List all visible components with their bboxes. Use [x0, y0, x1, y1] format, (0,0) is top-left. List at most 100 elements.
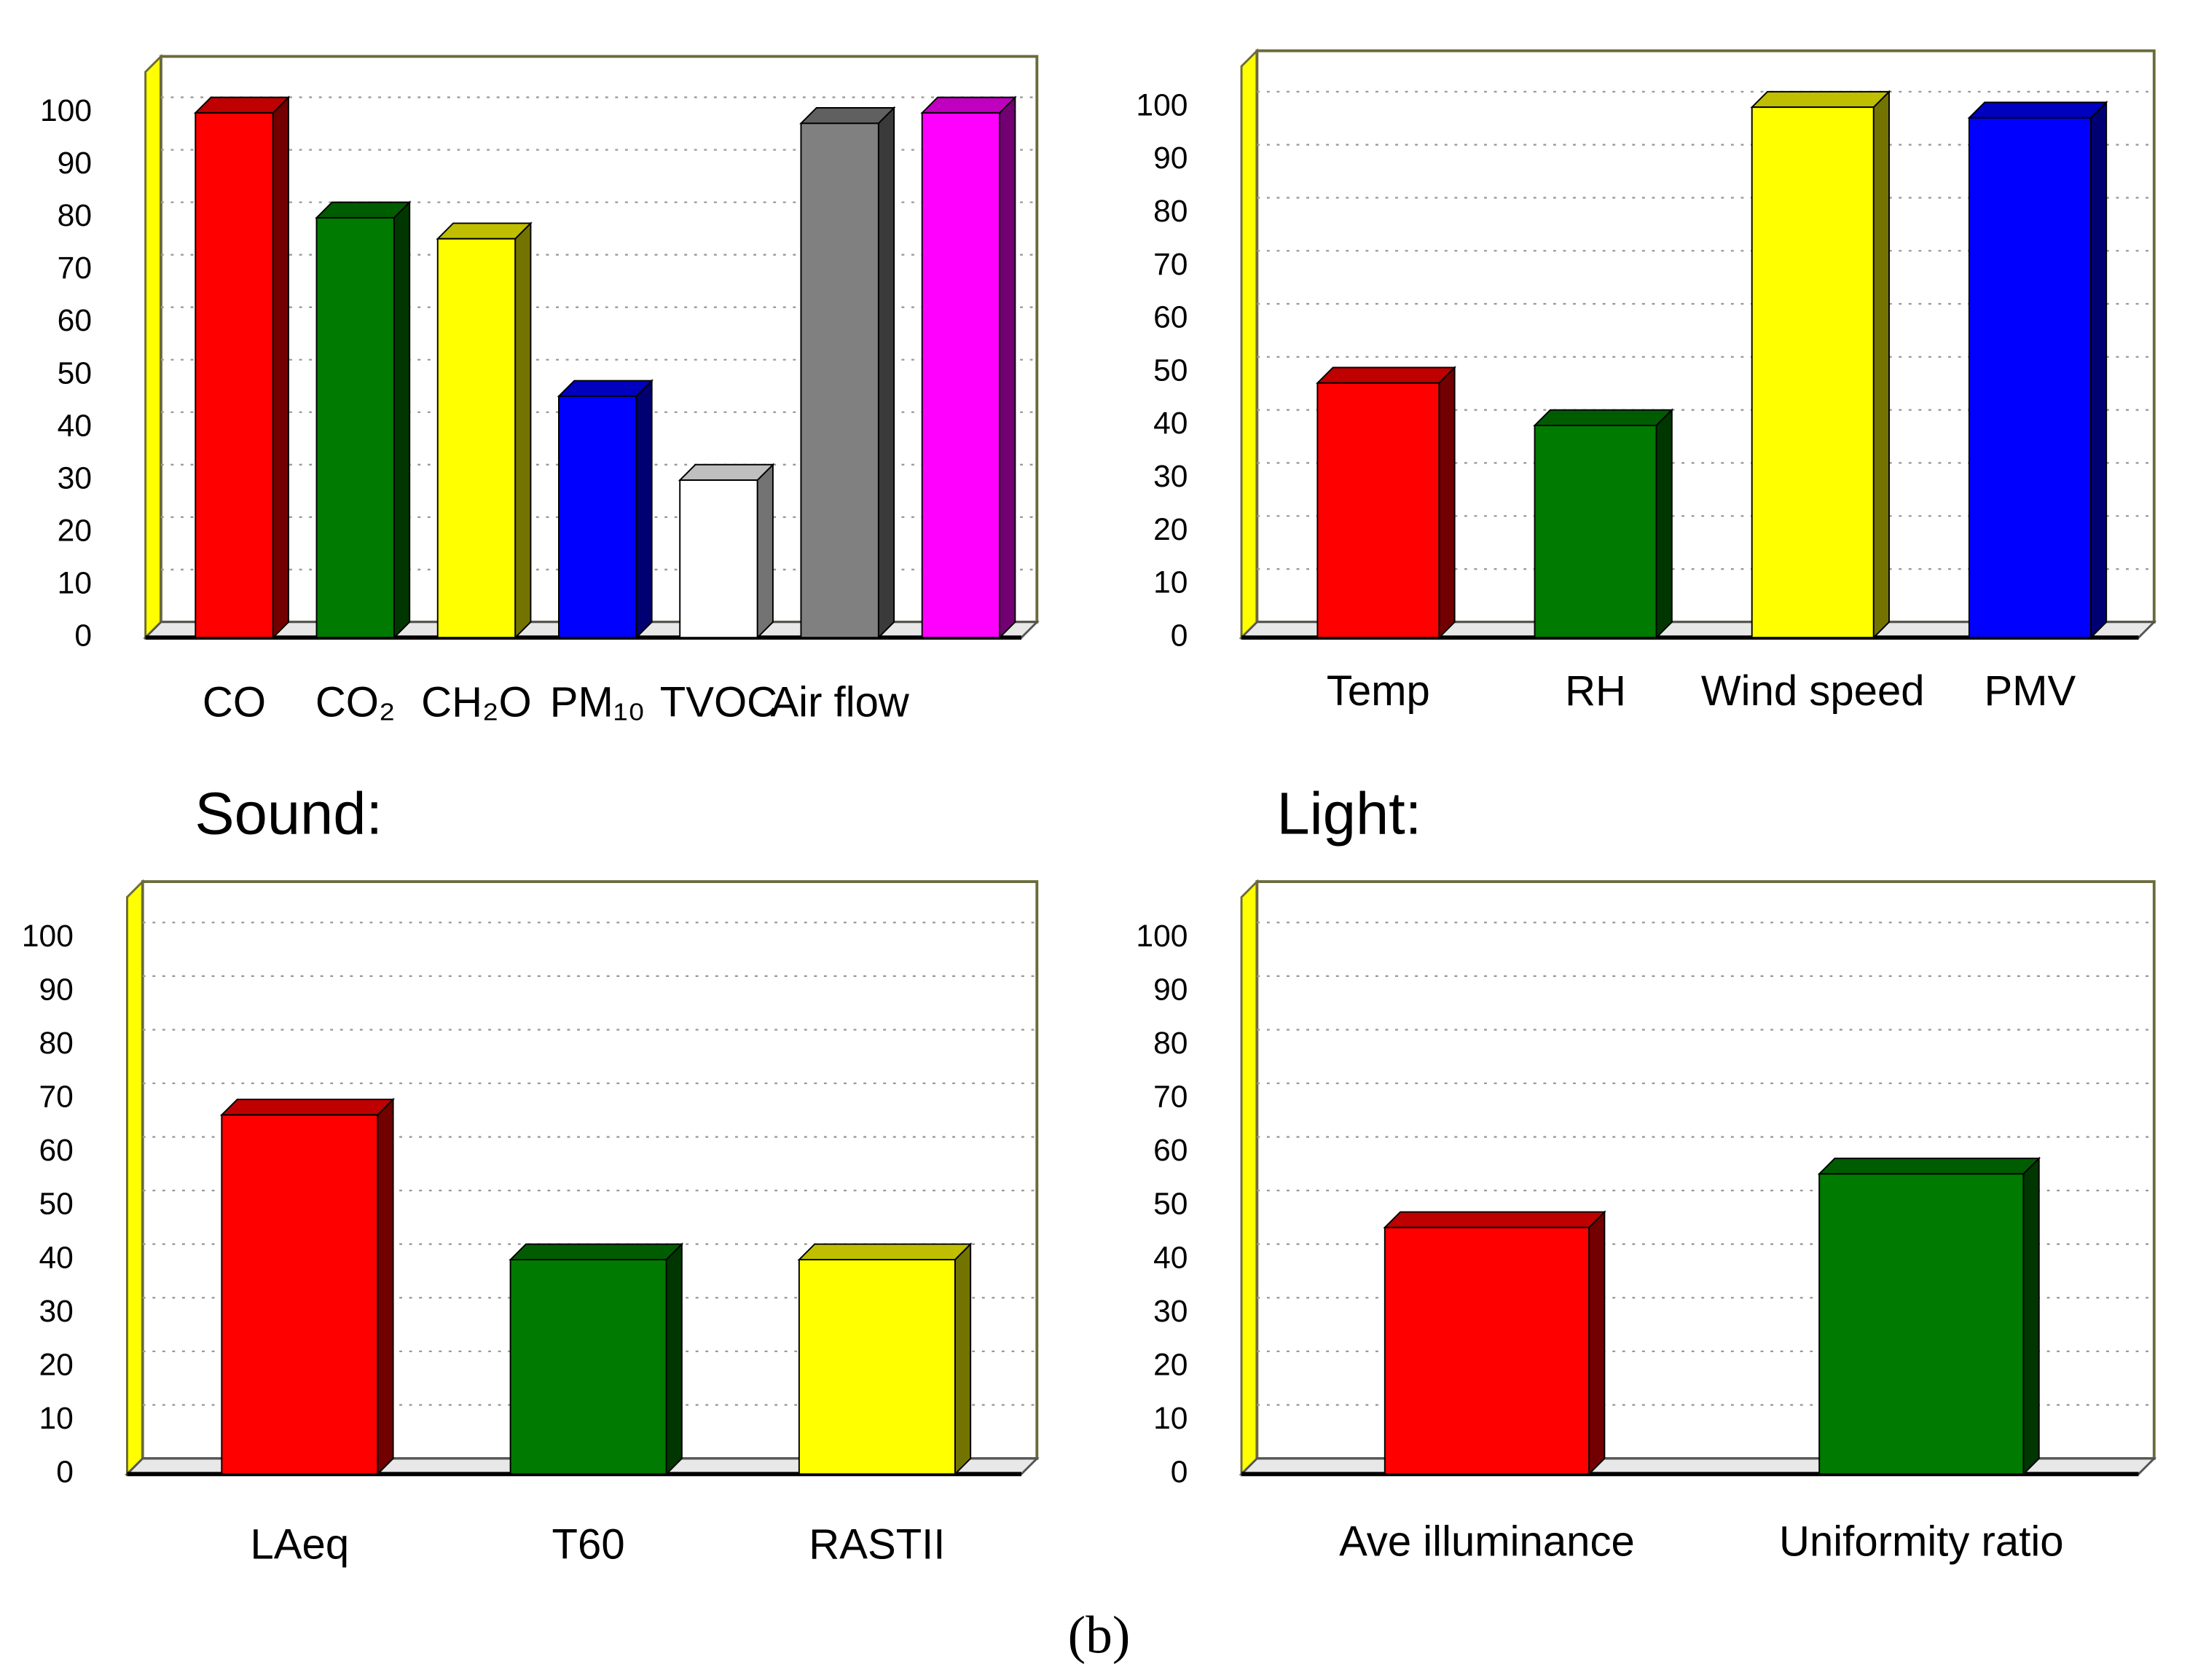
- bar-top: [193, 96, 291, 114]
- y-tick-label: 30: [1153, 459, 1188, 494]
- chart-title: Light:: [1276, 780, 1421, 847]
- bar: [1967, 101, 2108, 640]
- bar-front: [1751, 106, 1875, 639]
- y-tick-label: 50: [1153, 1187, 1188, 1222]
- x-tick-label: TVOC: [660, 678, 777, 726]
- x-tick-label: Uniformity ratio: [1779, 1518, 2064, 1565]
- bar-side: [877, 106, 895, 640]
- y-tick-label: 50: [1153, 353, 1188, 388]
- y-tick-label: 100: [22, 919, 74, 954]
- y-tick-label: 50: [58, 356, 92, 390]
- y-tick-label: 30: [39, 1294, 74, 1329]
- bar-front: [436, 238, 517, 639]
- y-tick-label: 90: [39, 972, 74, 1007]
- bar: [920, 95, 1017, 640]
- bar: [1750, 90, 1891, 640]
- y-tick-label: 0: [1171, 618, 1188, 653]
- bar-side: [272, 95, 289, 640]
- y-tick-label: 80: [1153, 1026, 1188, 1061]
- y-tick-label: 20: [58, 513, 92, 548]
- bar-top: [799, 107, 896, 125]
- y-tick-label: 0: [56, 1455, 74, 1490]
- y-tick-label: 30: [1153, 1294, 1188, 1329]
- bar-top: [1750, 90, 1891, 109]
- y-tick-label: 90: [58, 146, 92, 181]
- bar-side: [514, 221, 532, 640]
- y-tick-label: 20: [1153, 512, 1188, 547]
- y-tick-label: 80: [1153, 194, 1188, 229]
- bar-top: [920, 96, 1017, 114]
- bar-front: [1818, 1173, 2025, 1475]
- x-tick-label: RASTII: [809, 1520, 945, 1568]
- bar-front: [221, 1114, 379, 1475]
- bar: [1533, 408, 1674, 640]
- bar-side: [756, 463, 774, 640]
- bar-side: [1872, 90, 1890, 640]
- bar-top: [797, 1243, 973, 1260]
- bar-side: [1655, 408, 1673, 640]
- bar: [436, 221, 533, 640]
- bar-front: [509, 1259, 667, 1475]
- y-tick-label: 70: [1153, 247, 1188, 282]
- y-tick-label: 70: [39, 1080, 74, 1115]
- bar: [799, 106, 896, 640]
- x-tick-label: PMV: [1984, 667, 2076, 715]
- y-tick-label: 90: [1153, 141, 1188, 176]
- y-tick-label: 0: [74, 618, 92, 653]
- x-tick-label: PM₁₀: [550, 678, 645, 726]
- bar: [1383, 1210, 1606, 1476]
- y-tick-label: 0: [1171, 1455, 1188, 1490]
- y-tick-label: 100: [1136, 87, 1188, 122]
- y-tick-label: 100: [40, 93, 92, 128]
- y-tick-label: 20: [39, 1347, 74, 1382]
- x-tick-label: Wind speed: [1701, 667, 1925, 715]
- bar-front: [315, 216, 395, 639]
- bar-top: [1383, 1211, 1606, 1228]
- y-tick-label: 50: [39, 1187, 74, 1222]
- bar-top: [436, 222, 533, 240]
- x-tick-label: LAeq: [251, 1520, 350, 1568]
- bar-front: [798, 1259, 956, 1475]
- bar: [797, 1242, 973, 1476]
- x-tick-label: RH: [1565, 667, 1626, 715]
- bar-side: [1438, 366, 1456, 640]
- chart-title: Sound:: [195, 780, 382, 847]
- bar: [193, 95, 291, 640]
- bar-side: [999, 95, 1016, 640]
- y-tick-label: 60: [1153, 1133, 1188, 1168]
- bar-front: [1968, 117, 2092, 639]
- bar-side: [393, 200, 411, 640]
- y-tick-label: 60: [39, 1133, 74, 1168]
- y-tick-label: 10: [58, 565, 92, 600]
- x-tick-label: CH₂O: [421, 678, 532, 726]
- bar-side: [665, 1242, 683, 1476]
- bar-side: [2022, 1156, 2040, 1476]
- bar: [315, 200, 412, 640]
- bar-front: [1534, 424, 1657, 639]
- chart: 0 10 20 30 40 50 60 70 80 90 100 Temp RH Wind speed PM…: [1136, 48, 2157, 715]
- bar-top: [1817, 1158, 2041, 1175]
- y-tick-label: 20: [1153, 1347, 1188, 1382]
- bar: [1316, 366, 1456, 640]
- x-tick-label: CO₂: [315, 678, 396, 726]
- bar-side: [2089, 101, 2108, 640]
- y-tick-label: 70: [58, 251, 92, 286]
- bar: [219, 1097, 395, 1476]
- x-tick-label: Air flow: [770, 678, 909, 726]
- chart: 0 10 20 30 40 50 60 70 80 90 100 CO CO₂ CH₂O PM₁₀ TVOCA…: [40, 53, 1040, 726]
- caption: (b): [1068, 1605, 1131, 1665]
- x-tick-label: Temp: [1327, 667, 1430, 715]
- bar-side: [1588, 1210, 1606, 1476]
- bar-top: [1967, 101, 2108, 119]
- bar-top: [1533, 409, 1674, 426]
- x-tick-label: Ave illuminance: [1339, 1518, 1635, 1565]
- bar-front: [1383, 1226, 1590, 1475]
- chart: Sound: 0 10 20 30 40 50 60 70 80 90 100 LAeq T60 RASTI…: [22, 780, 1040, 1568]
- y-tick-label: 40: [58, 408, 92, 443]
- y-tick-label: 10: [1153, 565, 1188, 600]
- y-tick-label: 60: [58, 303, 92, 338]
- bar-front: [195, 111, 274, 639]
- bar-top: [509, 1243, 684, 1260]
